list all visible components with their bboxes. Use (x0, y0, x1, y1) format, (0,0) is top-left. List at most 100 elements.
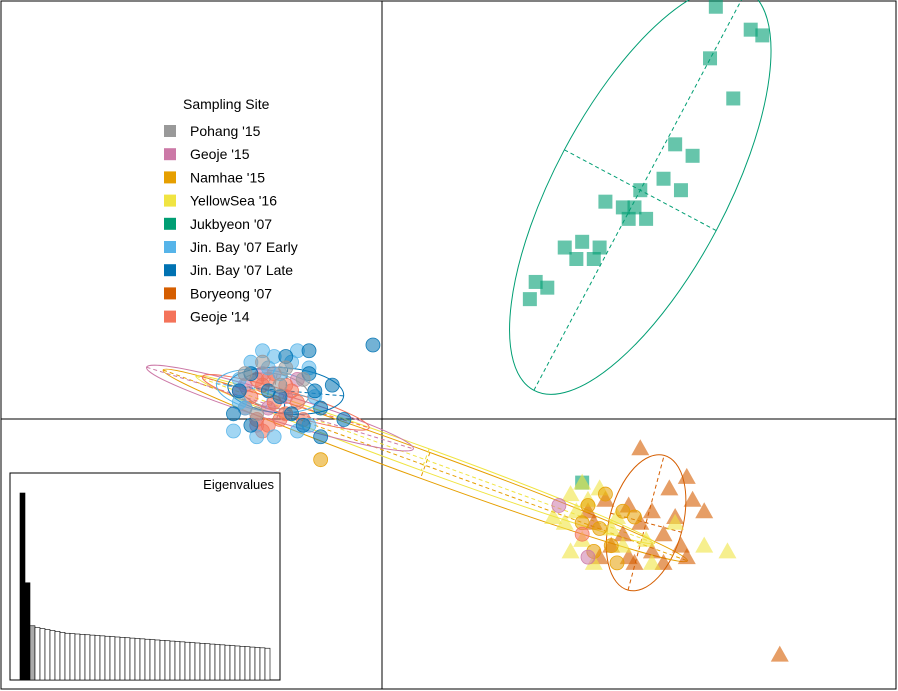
data-point (666, 513, 685, 530)
eigenvalue-bar (194, 642, 201, 681)
legend-label: Boryeong '07 (190, 285, 272, 301)
data-point (574, 526, 590, 542)
eigenvalue-bar (164, 640, 171, 681)
legend-label: Geoje '15 (190, 146, 250, 162)
data-point (627, 509, 642, 525)
data-point (695, 536, 714, 553)
legend-label: Jin. Bay '07 Early (190, 239, 298, 255)
ellipse-minor-axis (420, 452, 431, 479)
eigenvalue-bar (209, 643, 216, 681)
eigenvalue-bar (234, 645, 241, 681)
eigenvalue-bar (169, 640, 176, 681)
data-point (631, 513, 650, 530)
data-point (569, 252, 584, 266)
data-point (755, 28, 770, 43)
legend-swatch (164, 171, 176, 184)
data-point (718, 542, 737, 559)
data-point (685, 148, 700, 163)
data-point (561, 542, 580, 559)
eigenvalue-bar (109, 636, 116, 681)
eigenvalue-bar (69, 633, 76, 681)
data-point (266, 429, 282, 445)
eigenvalue-bar (44, 629, 51, 681)
eigenvalue-bars (19, 492, 271, 681)
legend-label: Jukbyeon '07 (190, 216, 272, 232)
eigenvalue-bar (119, 637, 126, 681)
eigenvalue-bar (174, 641, 181, 681)
data-point (677, 548, 696, 565)
eigenvalue-bar (39, 628, 46, 681)
eigenvalue-bar (49, 630, 56, 681)
data-point (656, 171, 671, 186)
eigenvalue-bar (129, 637, 136, 681)
data-point (575, 234, 590, 249)
eigenvalue-bar (99, 635, 106, 681)
eigenvalue-bar (64, 632, 71, 681)
eigenvalue-bar (219, 644, 226, 681)
data-point (573, 473, 592, 490)
data-point (703, 51, 718, 66)
eigenvalue-bar (189, 642, 196, 681)
eigenvalue-bar (84, 634, 91, 681)
data-point (555, 513, 574, 530)
data-point (743, 22, 758, 37)
data-point (642, 502, 661, 519)
data-point (615, 200, 630, 215)
data-point (313, 429, 329, 445)
legend-label: Namhae '15 (190, 169, 265, 185)
data-point (580, 549, 596, 565)
data-point (272, 377, 288, 393)
data-point (671, 536, 690, 553)
data-point (336, 412, 352, 427)
data-point (561, 485, 580, 502)
legend-entries: Pohang '15 Geoje '15 Namhae '15 YellowSea '… (164, 123, 298, 325)
eigenvalue-bar (114, 636, 121, 681)
eigenvalues-title: Eigenvalues (203, 477, 274, 492)
eigenvalue-bar (34, 627, 41, 681)
data-point (633, 183, 648, 198)
eigenvalue-bar (139, 638, 146, 681)
data-point (226, 423, 241, 439)
eigenvalue-bar (239, 646, 246, 681)
data-point (598, 486, 613, 502)
data-point (365, 337, 381, 353)
data-point (613, 525, 632, 542)
legend-label: Jin. Bay '07 Late (190, 262, 293, 278)
data-point (301, 343, 317, 359)
data-point (625, 553, 644, 570)
eigenvalue-bar (204, 643, 211, 681)
data-point (637, 530, 656, 547)
eigenvalue-bar (154, 639, 161, 681)
eigenvalue-bar (134, 638, 141, 681)
eigenvalue-bar (19, 492, 26, 681)
data-point (324, 377, 340, 393)
legend-swatch (164, 287, 176, 300)
ellipse-minor-axis (420, 448, 430, 471)
ellipse-minor-axis (610, 512, 682, 533)
data-point (639, 211, 654, 226)
data-point (603, 538, 619, 554)
legend-swatch (164, 217, 176, 230)
data-point (613, 536, 632, 553)
group-points (226, 0, 789, 662)
legend-swatch (164, 194, 176, 207)
legend-label: Pohang '15 (190, 123, 261, 139)
data-point (592, 521, 608, 536)
data-point (528, 274, 543, 289)
eigenvalue-bar (224, 644, 231, 681)
legend: Sampling Site Pohang '15 Geoje '15 Namhae … (164, 96, 298, 325)
data-point (621, 211, 636, 226)
data-point (255, 354, 270, 370)
data-point (237, 366, 253, 382)
data-point (540, 280, 555, 295)
data-point (295, 417, 311, 433)
eigenvalue-bar (249, 646, 256, 681)
eigenvalue-bar (244, 646, 251, 681)
legend-title: Sampling Site (183, 96, 270, 112)
legend-swatch (164, 310, 176, 323)
data-point (695, 502, 714, 519)
data-point (609, 555, 625, 571)
eigenvalue-bar (199, 643, 206, 681)
eigenvalue-bar (104, 635, 111, 681)
eigenvalue-bar (24, 582, 31, 681)
